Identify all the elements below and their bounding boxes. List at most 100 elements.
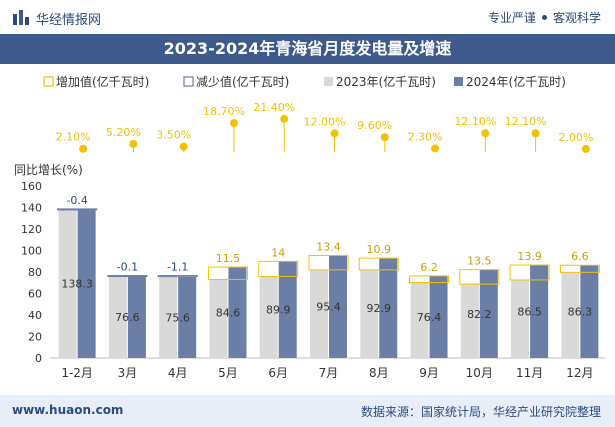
increase-box (258, 260, 299, 277)
value-label: 95.4 (316, 301, 341, 314)
value-label: 86.5 (517, 306, 542, 319)
increase-box (358, 257, 399, 271)
y-tick-label: 0 (35, 352, 42, 365)
value-label: 89.9 (266, 304, 291, 317)
y-tick-label: 20 (28, 331, 42, 344)
growth-marker (481, 129, 490, 138)
increase-box (308, 254, 349, 271)
x-tick-label: 12月 (566, 366, 593, 380)
bar-2024 (278, 261, 297, 358)
growth-label: 2.00% (558, 131, 593, 144)
bar-2023 (460, 284, 479, 358)
growth-label: 12.10% (454, 115, 496, 128)
data-source: 数据来源：国家统计局，华经产业研究院整理 (360, 405, 601, 419)
growth-label: 5.20% (106, 126, 141, 139)
logo-icon (13, 10, 29, 25)
bar-2024 (77, 209, 96, 358)
increase-box (409, 275, 450, 284)
growth-marker (330, 129, 339, 138)
bar-2023 (561, 272, 580, 358)
change-label: -1.1 (167, 261, 188, 274)
growth-label: 9.60% (357, 119, 392, 132)
bar-2024 (580, 265, 599, 358)
top-bar: 华经情报网 专业严谨 客观科学 (0, 0, 615, 34)
y-tick-label: 140 (21, 202, 42, 215)
slogan-right: 客观科学 (552, 11, 601, 25)
x-tick-label: 1-2月 (61, 366, 93, 380)
bar-2024 (530, 265, 549, 358)
growth-label: 18.70% (203, 105, 245, 118)
y-tick-label: 120 (21, 223, 42, 236)
change-label: 6.2 (420, 261, 438, 274)
increase-box (509, 264, 550, 281)
title-bar: 2023-2024年青海省月度发电量及增速 (0, 34, 615, 64)
growth-marker (531, 129, 540, 138)
growth-label: 21.40% (253, 101, 295, 114)
growth-label: 12.10% (505, 115, 547, 128)
increase-box (207, 266, 248, 280)
legend-label-s2023: 2023年(亿千瓦时) (336, 74, 436, 89)
bar-2023 (108, 275, 127, 358)
growth-marker (179, 142, 188, 151)
y-tick-label: 60 (28, 288, 42, 301)
footer: www.huaon.com 数据来源：国家统计局，华经产业研究院整理 (0, 395, 615, 427)
bar-2024 (329, 255, 347, 358)
y-tick-label: 40 (28, 309, 42, 322)
growth-marker (581, 144, 590, 153)
value-label: 84.6 (216, 307, 241, 320)
x-tick-label: 8月 (369, 366, 389, 380)
value-label: 138.3 (61, 278, 93, 291)
change-label: 14 (271, 246, 285, 259)
growth-marker (129, 139, 138, 148)
y-tick-label: 80 (28, 266, 42, 279)
value-label: 86.3 (568, 306, 593, 319)
legend-swatch-s2024 (454, 77, 463, 86)
y-tick-label: 160 (21, 180, 42, 193)
x-tick-label: 7月 (319, 366, 339, 380)
bar-2024 (127, 275, 146, 358)
increase-box (459, 269, 500, 285)
bar-2023 (511, 279, 530, 358)
value-label: 76.4 (417, 311, 442, 324)
value-label: 82.2 (467, 308, 492, 321)
bar-2023 (159, 275, 178, 358)
x-tick-label: 5月 (218, 366, 238, 380)
bar-2024 (479, 269, 498, 358)
bar-2024 (178, 276, 197, 358)
decrease-box (57, 208, 98, 211)
y-axis-label: 同比增长(%) (14, 163, 83, 177)
website-link[interactable]: www.huaon.com (12, 403, 124, 417)
bar-2024 (429, 275, 448, 358)
legend-swatch-increase (43, 76, 54, 87)
value-label: 75.6 (165, 311, 190, 324)
change-label: 6.6 (571, 250, 589, 263)
x-tick-label: 3月 (118, 366, 138, 380)
change-label: -0.4 (66, 194, 87, 207)
decrease-box (107, 275, 148, 278)
value-label: 92.9 (367, 302, 392, 315)
change-label: 13.5 (467, 255, 492, 268)
bar-2023 (310, 269, 328, 358)
slogan-dot-icon (541, 15, 547, 20)
chart: 增加值(亿千瓦时) 减少值(亿千瓦时) 2023年(亿千瓦时) 2024年(亿千瓦时)… (14, 74, 605, 380)
bar-2023 (209, 279, 228, 358)
value-label: 76.6 (115, 311, 140, 324)
change-label: 13.9 (517, 250, 542, 263)
x-tick-label: 6月 (268, 366, 288, 380)
bar-2023 (360, 269, 379, 358)
legend-label-s2024: 2024年(亿千瓦时) (466, 74, 566, 89)
change-label: -0.1 (117, 261, 138, 274)
bar-2023 (58, 208, 77, 358)
bar-2024 (228, 267, 247, 358)
slogan-left: 专业严谨 (487, 11, 536, 25)
bar-2023 (410, 282, 429, 358)
x-tick-label: 9月 (419, 366, 439, 380)
legend-swatch-decrease (183, 76, 194, 87)
chart-title: 2023-2024年青海省月度发电量及增速 (163, 39, 452, 58)
change-label: 10.9 (367, 243, 392, 256)
change-label: 13.4 (316, 240, 341, 253)
growth-marker (431, 144, 440, 153)
legend-label-decrease: 减少值(亿千瓦时) (196, 74, 289, 89)
x-tick-label: 11月 (516, 366, 543, 380)
slogan: 专业严谨 客观科学 (488, 9, 601, 26)
